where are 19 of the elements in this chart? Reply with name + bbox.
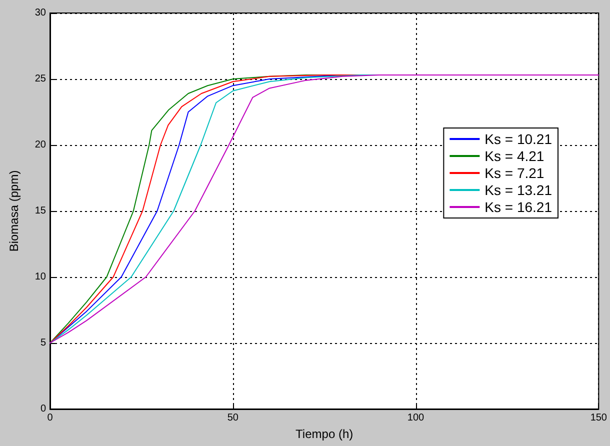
legend-label: Ks = 16.21 — [484, 199, 552, 215]
legend-label: Ks = 10.21 — [484, 131, 552, 147]
legend-label: Ks = 13.21 — [484, 182, 552, 198]
x-axis-title: Tiempo (h) — [296, 426, 354, 441]
x-tick-label: 50 — [227, 412, 239, 424]
y-tick-label: 15 — [34, 206, 46, 216]
x-tick-label: 100 — [407, 412, 425, 424]
x-tick-label: 150 — [590, 412, 608, 424]
legend-label: Ks = 4.21 — [484, 148, 544, 164]
y-axis-title: Biomasa (ppm) — [7, 170, 21, 252]
y-tick-label: 10 — [34, 272, 46, 282]
y-tick-label: 25 — [34, 74, 46, 84]
legend-label: Ks = 7.21 — [484, 165, 544, 181]
line-series — [50, 74, 600, 344]
y-tick-label: 5 — [40, 338, 46, 348]
x-tick-label: 0 — [47, 412, 54, 424]
y-tick-label: 0 — [40, 404, 46, 414]
y-tick-label: 20 — [34, 140, 46, 150]
y-tick-label: 30 — [34, 8, 46, 18]
